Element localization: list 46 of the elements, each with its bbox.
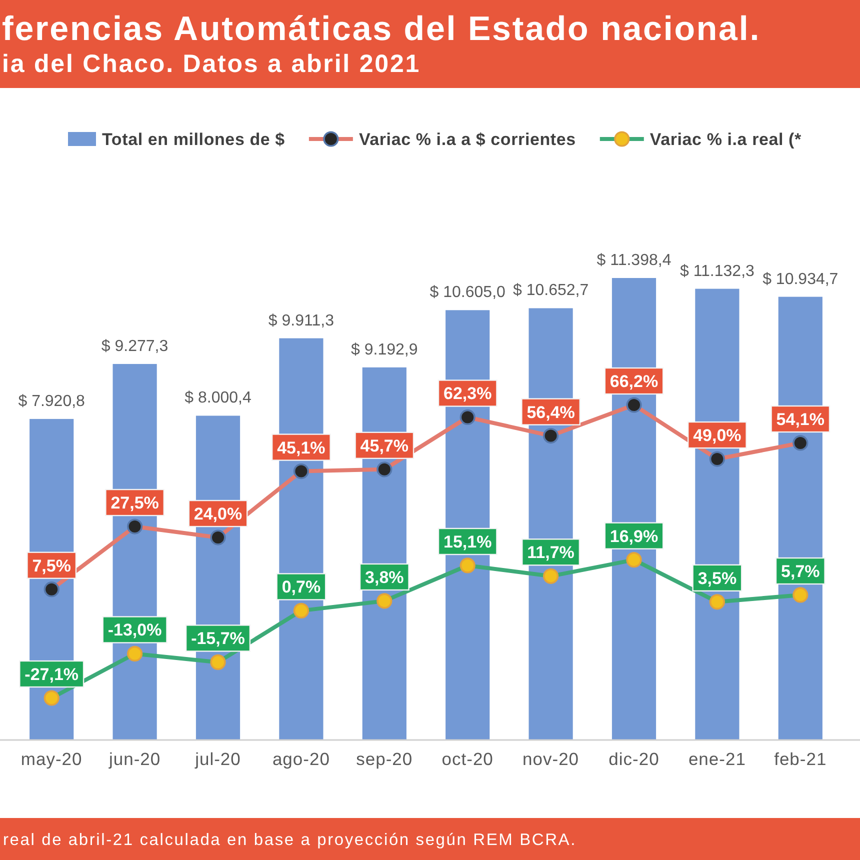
legend-label: Variac % i.a a $ corrientes (358, 130, 576, 149)
legend-label: Variac % i.a real (* (650, 130, 802, 149)
x-tick-label: sep-20 (356, 749, 413, 769)
x-tick-label: jun-20 (108, 749, 161, 769)
data-label: $ 10.934,7 (762, 270, 838, 288)
x-tick-label: nov-20 (522, 749, 580, 769)
data-label: $ 11.398,4 (596, 252, 672, 269)
x-tick-label: ago-20 (272, 749, 330, 769)
data-label: -27,1% (24, 665, 79, 684)
x-tick-label: may-20 (20, 749, 82, 769)
text: real de abril-21 calculada en base a proyección según REM BCRA. (3, 831, 576, 849)
data-label: $ 9.911,3 (268, 312, 334, 330)
data-label: 45,7% (360, 436, 408, 456)
x-tick-label: oct-20 (442, 749, 494, 769)
data-label: 15,1% (444, 532, 492, 552)
data-label: $ 9.192,9 (351, 341, 418, 358)
data-label: 49,0% (693, 426, 742, 446)
data-label: 0,7% (282, 578, 321, 597)
x-tick-label: ene-21 (688, 749, 746, 769)
data-label: $ 7.920,8 (18, 392, 86, 410)
data-label: 24,0% (194, 504, 242, 524)
data-label: -13,0% (108, 620, 162, 640)
chart-title: ferencias Automáticas del Estado nacional. (2, 10, 761, 48)
chart-subtitle: ia del Chaco. Datos a abril 2021 (2, 50, 421, 78)
data-label: 54,1% (776, 410, 824, 429)
data-label: $ 11.132,3 (680, 262, 755, 280)
x-tick-label: jul-20 (194, 749, 241, 769)
data-label: 11,7% (527, 543, 574, 562)
data-label: 62,3% (444, 384, 492, 404)
data-label: 66,2% (610, 372, 658, 391)
data-label: $ 10.605,0 (430, 284, 506, 302)
x-tick-label: dic-20 (608, 749, 660, 769)
x-tick-label: feb-21 (774, 749, 827, 769)
legend-label: Total en millones de $ (102, 130, 286, 149)
data-label: 27,5% (110, 494, 159, 513)
data-label: 3,8% (365, 568, 404, 587)
data-label: $ 10.652,7 (512, 282, 589, 300)
data-label: -15,7% (191, 629, 245, 648)
data-label: 3,5% (698, 568, 737, 588)
data-label: 45,1% (277, 438, 326, 458)
data-label: 5,7% (781, 562, 820, 581)
data-label: 7,5% (32, 556, 71, 576)
data-label: $ 8.000,4 (184, 390, 252, 407)
data-label: 16,9% (610, 526, 658, 546)
data-label: $ 9.277,3 (101, 338, 168, 355)
data-label: 56,4% (526, 402, 575, 422)
